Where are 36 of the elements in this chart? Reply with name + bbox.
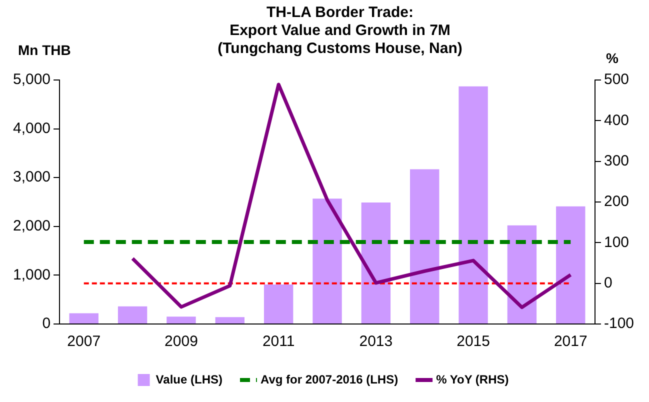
y2-tick-label: 400 xyxy=(604,112,630,129)
legend-label: Value (LHS) xyxy=(156,372,222,386)
y2-tick-label: -100 xyxy=(604,315,634,332)
x-tick-label: 2007 xyxy=(67,333,101,350)
y2-tick-label: 300 xyxy=(604,152,630,170)
bar xyxy=(556,206,586,324)
x-tick-label: 2013 xyxy=(359,333,393,350)
bar xyxy=(118,306,148,324)
bar xyxy=(69,313,98,324)
bar xyxy=(312,198,342,324)
bar xyxy=(361,202,391,324)
y2-axis-title: % xyxy=(606,50,618,66)
legend-label: % YoY (RHS) xyxy=(436,372,509,386)
y-tick-label: 5,000 xyxy=(12,71,51,88)
bar xyxy=(264,284,294,324)
y-tick-label: 2,000 xyxy=(12,218,51,235)
y2-tick-label: 0 xyxy=(604,274,612,292)
x-tick-label: 2015 xyxy=(456,333,490,350)
y-axis-title: Mn THB xyxy=(18,42,71,58)
x-tick-label: 2011 xyxy=(262,333,295,350)
x-tick-label: 2017 xyxy=(554,333,588,350)
bar xyxy=(458,86,488,324)
y-tick-label: 0 xyxy=(42,315,51,332)
x-tick-label: 2009 xyxy=(164,333,198,350)
y2-tick-label: 100 xyxy=(604,234,630,251)
y2-tick-label: 500 xyxy=(604,71,630,88)
bar xyxy=(410,169,440,324)
y-tick-label: 1,000 xyxy=(12,266,51,284)
y2-tick-label: 200 xyxy=(604,193,630,210)
y-tick-label: 3,000 xyxy=(12,168,51,186)
legend-label: Avg for 2007-2016 (LHS) xyxy=(260,372,398,386)
bar xyxy=(166,316,196,324)
y-tick-label: 4,000 xyxy=(12,120,51,137)
bar xyxy=(507,225,537,324)
chart-title: TH-LA Border Trade: Export Value and Growth in 7M (Tungchang Customs House, Nan) xyxy=(216,4,464,58)
bar xyxy=(215,317,245,324)
